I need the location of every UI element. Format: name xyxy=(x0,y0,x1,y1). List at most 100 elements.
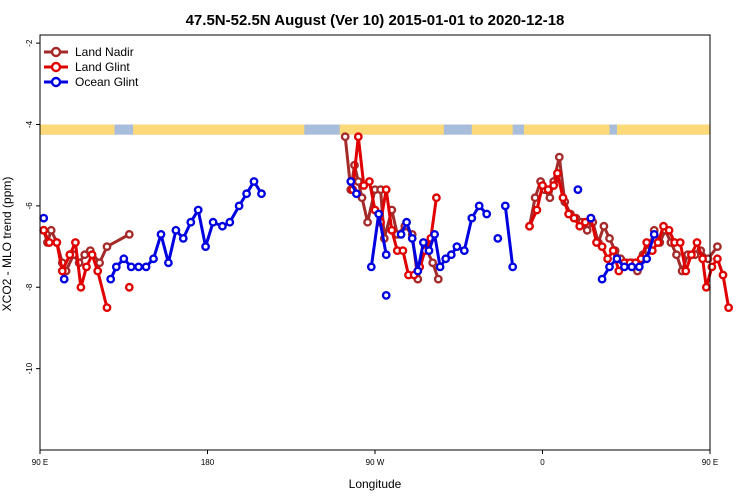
legend-label: Ocean Glint xyxy=(75,75,139,89)
data-point xyxy=(225,217,235,227)
legend-label: Land Glint xyxy=(75,60,130,74)
y-axis: -2 -4 -6 -8 -10 xyxy=(25,39,40,374)
data-point xyxy=(532,205,542,215)
data-point xyxy=(554,152,564,162)
data-point xyxy=(672,250,681,260)
data-point xyxy=(698,254,707,264)
data-point xyxy=(724,303,733,312)
data-point xyxy=(249,177,259,186)
data-point xyxy=(357,193,367,203)
data-point xyxy=(500,201,510,211)
data-point xyxy=(59,274,69,284)
land-band-segment xyxy=(616,124,710,135)
x-tick-label: 180 xyxy=(201,458,215,467)
data-point xyxy=(208,217,218,227)
legend-item: Ocean Glint xyxy=(44,75,139,89)
data-point xyxy=(553,168,562,178)
data-point xyxy=(57,266,67,276)
land-band-segment xyxy=(133,124,305,135)
legend-marker xyxy=(50,61,62,73)
data-point xyxy=(564,209,573,219)
data-point xyxy=(186,217,196,227)
data-point xyxy=(363,217,372,227)
data-point xyxy=(71,238,80,247)
data-point xyxy=(467,213,477,223)
data-point xyxy=(124,282,134,292)
data-point xyxy=(605,233,614,243)
data-point xyxy=(418,238,428,247)
data-point xyxy=(675,238,685,247)
data-point xyxy=(46,225,56,235)
data-point xyxy=(642,238,652,247)
legend-item: Land Glint xyxy=(44,60,130,74)
data-point xyxy=(217,221,227,231)
land-ocean-band xyxy=(40,124,710,135)
data-point xyxy=(580,217,590,227)
y-tick-label: -8 xyxy=(25,283,34,291)
y-tick-label: -2 xyxy=(25,39,34,47)
data-point xyxy=(134,262,144,272)
data-point xyxy=(141,262,151,272)
data-point xyxy=(76,282,86,292)
data-point xyxy=(398,246,408,256)
data-point xyxy=(95,258,105,268)
data-point xyxy=(82,262,91,272)
data-point xyxy=(508,262,518,272)
data-point xyxy=(111,262,121,272)
data-point xyxy=(718,270,728,280)
data-point xyxy=(257,189,266,199)
data-point xyxy=(687,250,696,260)
legend-marker xyxy=(50,76,62,88)
x-tick-label: 0 xyxy=(540,458,545,467)
data-point xyxy=(525,221,534,231)
data-point xyxy=(597,274,607,284)
data-point xyxy=(620,262,629,272)
data-point xyxy=(413,266,423,276)
x-axis-label: Longitude xyxy=(349,477,402,491)
data-point xyxy=(381,250,391,260)
data-point xyxy=(149,254,158,264)
data-point xyxy=(474,201,484,211)
data-point xyxy=(649,229,659,239)
data-point xyxy=(543,185,553,195)
land-band-segment xyxy=(523,124,610,135)
data-point xyxy=(642,254,652,264)
land-band-segment xyxy=(339,124,444,135)
data-point xyxy=(701,282,711,292)
y-tick-label: -6 xyxy=(25,202,34,210)
data-point xyxy=(424,246,434,256)
data-point xyxy=(242,189,252,199)
data-point xyxy=(364,177,374,186)
data-point xyxy=(359,181,369,190)
data-point xyxy=(597,242,607,252)
data-point xyxy=(402,217,411,227)
data-point xyxy=(44,238,54,247)
chart-title: 47.5N-52.5N August (Ver 10) 2015-01-01 t… xyxy=(186,12,565,29)
data-point xyxy=(102,242,112,252)
y-axis-label: XCO2 - MLO trend (ppm) xyxy=(0,177,14,312)
data-point xyxy=(52,238,62,247)
data-point xyxy=(558,193,568,203)
x-axis: 90 E 180 90 W 0 90 E xyxy=(32,450,718,467)
data-point xyxy=(39,213,49,223)
data-point xyxy=(573,185,583,195)
data-point xyxy=(396,229,406,239)
data-point xyxy=(340,132,350,142)
data-point xyxy=(428,258,438,268)
x-tick-label: 90 E xyxy=(702,458,718,467)
data-point xyxy=(351,189,361,199)
y-tick-label: -10 xyxy=(25,362,34,374)
x-tick-label: 90 E xyxy=(32,458,48,467)
data-point xyxy=(612,254,622,264)
data-point xyxy=(538,181,547,190)
data-point xyxy=(608,246,618,256)
data-point xyxy=(119,254,129,264)
data-point xyxy=(692,238,702,247)
data-point xyxy=(374,209,384,219)
data-point xyxy=(549,181,559,190)
data-point xyxy=(592,238,601,247)
data-point xyxy=(193,205,203,215)
data-point xyxy=(65,250,75,260)
data-point xyxy=(106,274,116,284)
